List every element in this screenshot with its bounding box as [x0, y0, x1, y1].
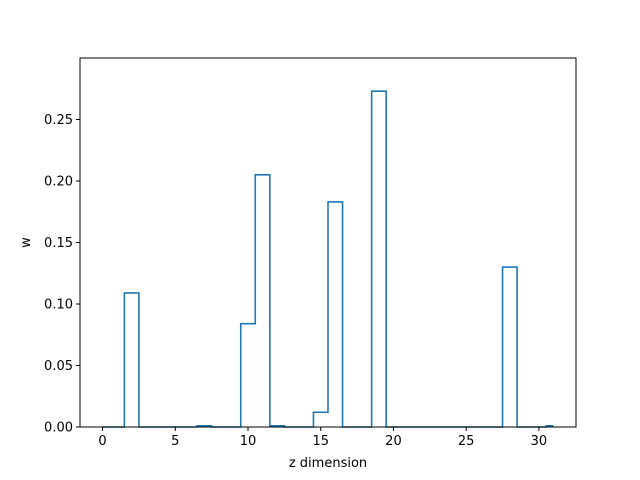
- y-tick-label: 0.00: [44, 421, 73, 436]
- y-tick-label: 0.10: [44, 298, 73, 313]
- x-tick-label: 0: [98, 434, 106, 449]
- x-tick-label: 5: [171, 434, 179, 449]
- x-tick-label: 25: [458, 434, 475, 449]
- y-tick-label: 0.15: [44, 236, 73, 251]
- y-tick-label: 0.05: [44, 359, 73, 374]
- x-axis-label: z dimension: [289, 456, 367, 471]
- y-tick-label: 0.25: [44, 113, 73, 128]
- x-tick-label: 15: [312, 434, 329, 449]
- x-tick-label: 10: [240, 434, 257, 449]
- x-axis: 0 5 10 15 20 25 30: [98, 427, 547, 449]
- x-tick-label: 20: [385, 434, 402, 449]
- y-tick-label: 0.20: [44, 175, 73, 190]
- y-axis-label: w: [19, 237, 34, 248]
- x-tick-label: 30: [531, 434, 548, 449]
- y-axis: 0.00 0.05 0.10 0.15 0.20 0.25: [44, 113, 80, 436]
